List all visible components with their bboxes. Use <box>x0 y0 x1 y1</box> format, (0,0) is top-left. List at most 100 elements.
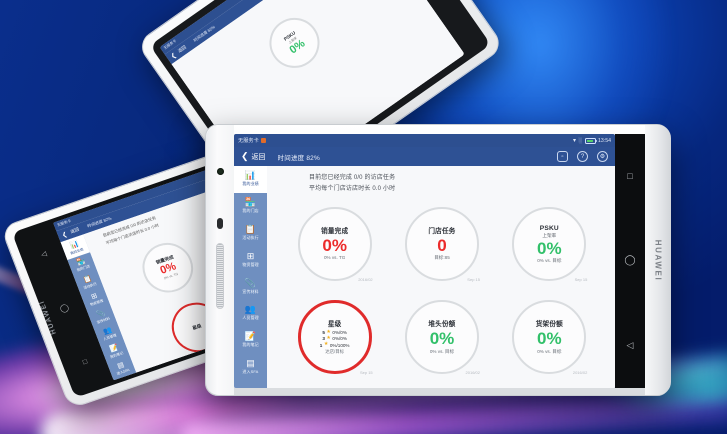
sidebar-item-label: 我的业绩 <box>242 181 259 187</box>
kpi-inner: PSKU 上架率 0% 0% vs. 目标 <box>533 225 566 264</box>
settings-gear-icon[interactable]: ⚙ <box>597 151 608 162</box>
kpi-value: 0% <box>537 329 562 349</box>
sidebar-item-3[interactable]: ⊞ 物资管理 <box>234 246 267 273</box>
home-circle-icon[interactable]: ◯ <box>624 255 636 266</box>
note-icon: 📝 <box>244 331 257 342</box>
kpi-inner: 销量完成 0% 0% vs. TG <box>317 228 352 261</box>
back-triangle-icon[interactable]: ◁ <box>40 250 48 259</box>
chevron-left-icon: ❮ <box>241 151 249 161</box>
sidebar-item-1[interactable]: 🏪 我的门店 <box>234 193 267 220</box>
sidebar-item-label: 进入SFA <box>242 369 259 374</box>
kpi-inner: 堆头份额 0% 0% vs. 目标 <box>424 321 459 354</box>
chevron-left-icon[interactable]: ❮ <box>169 52 178 60</box>
tablet-main-screen: 无服务卡 ▾ ░ 13:54 ❮ 返回 时间进度 82% ▫ <box>234 134 615 388</box>
wifi-icon: ▾ <box>572 138 576 144</box>
kpi-date: Sep 15 <box>359 370 373 376</box>
home-circle-icon[interactable]: ◯ <box>58 302 71 315</box>
content-area: 📊 我的业绩 🏪 我的门店 📋 活动执行 ⊞ 物资管理 📎 宣传材料 👥 人员管理 📝 我的笔记 ▤ 进入SF… <box>234 166 615 388</box>
star-values: 0%/0% <box>332 336 347 342</box>
sidebar-item-2[interactable]: 📋 活动执行 <box>234 220 267 247</box>
kpi-circle-1[interactable]: 门店任务 0 目标:85 Sep 15 <box>404 207 480 283</box>
sidebar-item-label: 我的门店 <box>242 208 259 214</box>
star-row: 5 ★ 0%/0% <box>320 329 350 336</box>
kpi-title-mini: 星级 <box>191 323 203 331</box>
sidebar-item-label: 物资管理 <box>242 261 259 267</box>
kpi-circle-4[interactable]: 堆头份额 0% 0% vs. 目标 2016/02 <box>404 300 480 376</box>
sidebar-item-label: 我的笔记 <box>242 342 259 348</box>
back-button[interactable]: ❮ 返回 <box>241 152 266 162</box>
mini-back-label-left[interactable]: 返回 <box>69 226 80 235</box>
recents-square-icon[interactable]: □ <box>627 171 633 181</box>
sim-icon <box>260 138 266 143</box>
grid-icon: ⊞ <box>246 250 255 261</box>
store-icon: 🏪 <box>244 197 257 208</box>
sidebar-item-label: 宣传材料 <box>242 288 259 294</box>
brand-logo-main: HUAWEI <box>653 239 663 281</box>
battery-icon <box>584 137 597 144</box>
kpi-title: 堆头份额 <box>428 321 456 328</box>
sidebar-item-label: 活动执行 <box>242 235 259 240</box>
sidebar: 📊 我的业绩 🏪 我的门店 📋 活动执行 ⊞ 物资管理 📎 宣传材料 👥 人员管理 📝 我的笔记 ▤ 进入SF… <box>234 166 267 388</box>
sidebar-item-0[interactable]: 📊 我的业绩 <box>234 166 267 193</box>
kpi-circle-0[interactable]: 销量完成 0% 0% vs. TG 2016/02 <box>297 207 373 282</box>
app-root: 无服务卡 ▾ ░ 13:54 ❮ 返回 时间进度 82% ▫ <box>234 134 615 388</box>
sidebar-item-5[interactable]: 👥 人员管理 <box>234 300 267 327</box>
summary-block: 目前您已经完成 0/0 的访店任务 平均每个门店访店时长 0.0 小时 <box>309 173 607 196</box>
time-progress-label: 时间进度 82% <box>277 154 320 162</box>
kpi-date: 2016/02 <box>572 370 588 376</box>
kpi-footer: 目标:85 <box>434 255 450 261</box>
chevron-left-icon[interactable]: ❮ <box>61 231 69 239</box>
message-icon[interactable]: ▫ <box>557 151 568 162</box>
kpi-inner: 星级 5 ★ 0%/0% 3 ★ 0%/0% 1 ★ 0%/100% 达店/目标 <box>316 321 354 355</box>
sidebar-item-6[interactable]: 📝 我的笔记 <box>234 327 267 354</box>
star-values: 0%/0% <box>332 329 347 335</box>
kpi-inner: 货架份额 0% 0% vs. 目标 <box>532 321 567 354</box>
titlebar-actions: ▫ ? ⚙ <box>557 151 608 162</box>
speaker-grille-icon <box>216 243 224 309</box>
star-count: 5 <box>322 329 325 335</box>
kpi-ring <box>512 207 587 282</box>
tablet-main-left-bezel <box>206 125 234 395</box>
chart-icon: 📊 <box>244 170 257 181</box>
back-triangle-icon[interactable]: ◁ <box>626 340 634 350</box>
paperclip-icon: 📎 <box>244 277 257 288</box>
kpi-circle-5[interactable]: 货架份额 0% 0% vs. 目标 2016/02 <box>512 300 588 376</box>
port-icon <box>217 218 223 229</box>
kpi-ring <box>404 207 479 282</box>
android-navbar: □ ◯ ◁ <box>615 134 645 388</box>
star-icon: ★ <box>323 341 329 348</box>
kpi-grid: 销量完成 0% 0% vs. TG 2016/02 门店任务 0 目标:85 Sep 15 PS… <box>277 196 607 384</box>
kpi-footer: 0% vs. TG <box>323 255 346 261</box>
kpi-footer: 0% vs. 目标 <box>537 348 562 354</box>
kpi-circle-3[interactable]: 星级 5 ★ 0%/0% 3 ★ 0%/0% 1 ★ 0%/100% 达店/目标 Sep 15 <box>297 300 373 376</box>
people-icon: 👥 <box>244 304 257 315</box>
sidebar-item-label: 人员管理 <box>242 315 259 321</box>
kpi-subtitle: 上架率 <box>542 233 557 239</box>
kpi-footer: 0% vs. 目标 <box>537 258 562 264</box>
help-icon[interactable]: ? <box>577 151 588 162</box>
kpi-circle-psku-mini[interactable]: PSKU 上架率 0% <box>259 8 330 78</box>
kpi-date: 2016/02 <box>465 370 480 376</box>
tablet-device-main: 无服务卡 ▾ ░ 13:54 ❮ 返回 时间进度 82% ▫ <box>205 124 671 396</box>
kpi-date: Sep 15 <box>467 277 480 283</box>
kpi-value: 0 <box>437 235 447 255</box>
kpi-value: 0% <box>429 329 455 349</box>
kpi-date: Sep 15 <box>574 277 588 283</box>
kpi-title: 星级 <box>327 320 342 328</box>
tablet-main-right-bezel: HUAWEI <box>645 125 671 395</box>
recents-square-icon[interactable]: □ <box>81 358 89 367</box>
sidebar-item-7[interactable]: ▤ 进入SFA <box>234 354 267 381</box>
statusbar: 无服务卡 ▾ ░ 13:54 <box>234 134 615 147</box>
signal-icon: ░ <box>578 137 583 144</box>
titlebar: ❮ 返回 时间进度 82% ▫ ? ⚙ <box>234 147 615 166</box>
kpi-star-rows: 5 ★ 0%/0% 3 ★ 0%/0% 1 ★ 0%/100% <box>320 329 350 348</box>
kpi-value: 0% <box>537 238 562 258</box>
kpi-circle-2[interactable]: PSKU 上架率 0% 0% vs. 目标 Sep 15 <box>512 207 588 283</box>
sidebar-item-4[interactable]: 📎 宣传材料 <box>234 273 267 300</box>
clipboard-icon: 📋 <box>244 223 257 234</box>
kpi-footer: 达店/目标 <box>325 349 345 355</box>
kpi-ring <box>297 207 372 282</box>
camera-icon <box>217 168 224 175</box>
main-panel: 目前您已经完成 0/0 的访店任务 平均每个门店访店时长 0.0 小时 销量完成… <box>267 166 615 388</box>
kpi-circle-sales-mini[interactable]: 销量完成 0% 0% vs. TG <box>135 236 201 300</box>
